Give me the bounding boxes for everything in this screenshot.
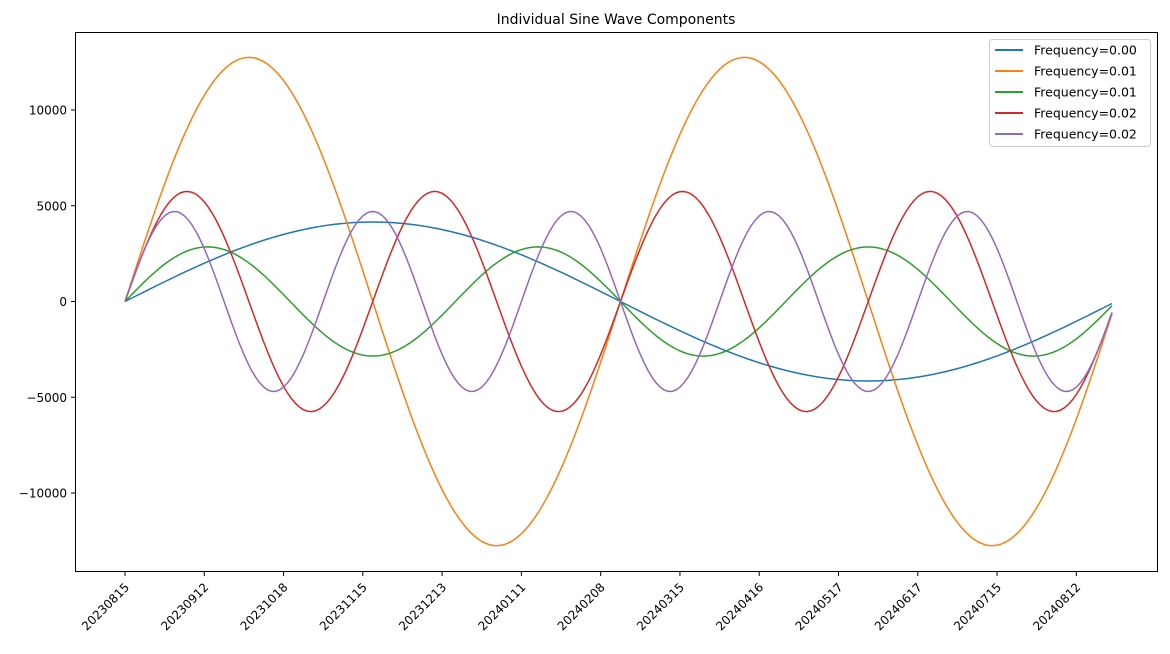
y-tick-label: −5000 <box>26 391 67 405</box>
x-tick-label: 20231213 <box>396 580 449 633</box>
series-line-2 <box>124 246 1113 357</box>
x-axis: 20230815 20230912 20231018 20231115 20231213… <box>79 571 1083 633</box>
x-tick-label: 20240715 <box>951 580 1004 633</box>
x-tick-label: 20230815 <box>79 580 132 633</box>
x-tick-label: 20240208 <box>555 580 608 633</box>
legend-label: Frequency=0.02 <box>1034 106 1137 121</box>
y-axis: −10000 −5000 0 5000 10000 <box>19 104 76 501</box>
y-tick-label: 10000 <box>29 104 67 118</box>
x-tick-label: 20240812 <box>1030 580 1083 633</box>
series-lines <box>124 56 1113 547</box>
x-tick-label: 20240517 <box>793 580 846 633</box>
x-tick-label: 20240315 <box>634 580 687 633</box>
y-tick-label: −10000 <box>19 487 67 501</box>
y-tick-label: 0 <box>59 295 67 309</box>
x-tick-label: 20230912 <box>158 580 211 633</box>
chart-title: Individual Sine Wave Components <box>497 12 736 28</box>
x-tick-label: 20240111 <box>475 580 528 633</box>
legend-label: Frequency=0.01 <box>1034 64 1137 79</box>
legend-label: Frequency=0.01 <box>1034 85 1137 100</box>
series-line-4 <box>124 210 1113 393</box>
series-line-3 <box>124 190 1113 413</box>
x-tick-label: 20231115 <box>317 580 370 633</box>
series-line-1 <box>124 56 1113 547</box>
legend-frame <box>989 39 1151 147</box>
y-tick-label: 5000 <box>36 199 67 213</box>
series-line-0 <box>124 221 1113 382</box>
legend-label: Frequency=0.00 <box>1034 43 1137 58</box>
x-tick-label: 20240416 <box>713 580 766 633</box>
x-tick-label: 20240617 <box>872 580 925 633</box>
legend: Frequency=0.00 Frequency=0.01 Frequency=0.… <box>989 39 1151 147</box>
legend-label: Frequency=0.02 <box>1034 127 1137 142</box>
x-tick-label: 20231018 <box>238 580 291 633</box>
